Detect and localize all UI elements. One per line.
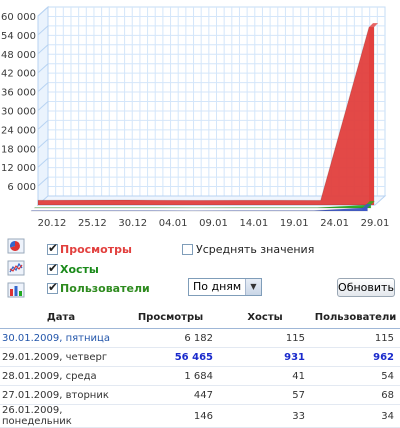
users-label: Пользователи [60,281,150,295]
stats-table: Дата Просмотры Хосты Пользователи 30.01.… [0,306,400,428]
spike-bar [369,27,374,205]
average-checkbox[interactable] [182,243,193,255]
y-tick-mark [37,44,49,55]
y-tick-mark [37,176,49,187]
cell-hosts: 57 [219,385,311,405]
table-row: 28.01.2009, среда 1 684 41 54 [0,366,400,386]
cell-users: 68 [311,385,400,405]
bar-chart-icon[interactable] [7,282,25,298]
cell-views: 146 [122,404,219,428]
hosts-toggle[interactable]: Хосты [47,261,99,276]
hosts-label: Хосты [60,262,99,276]
y-tick-label: 48 000 [1,50,36,61]
spike-top [369,23,378,28]
cell-views: 6 182 [122,328,219,348]
period-select-value: По дням [193,280,242,293]
x-tick-label: 25.12 [78,218,107,229]
col-date[interactable]: Дата [0,306,122,329]
views-label: Просмотры [60,242,132,256]
table-header-row: Дата Просмотры Хосты Пользователи [0,306,400,329]
x-tick-label: 29.01 [361,218,390,229]
views-checkbox[interactable] [47,241,58,255]
cell-users: 962 [311,347,400,367]
views-toggle[interactable]: Просмотры [47,241,132,256]
x-tick-label: 19.01 [280,218,309,229]
average-label: Усреднять значения [196,242,315,256]
y-tick-mark [37,120,49,130]
period-select[interactable]: По дням ▼ [188,278,262,296]
x-tick-label: 20.12 [38,218,67,229]
cell-date[interactable]: 30.01.2009, пятница [0,328,122,348]
y-tick-label: 12 000 [1,163,36,174]
cell-users: 34 [311,404,400,428]
stats-chart: 60 000 54 000 48 000 42 000 36 000 30 000 24 0… [1,5,390,229]
col-views[interactable]: Просмотры [122,306,219,329]
cell-date: 29.01.2009, четверг [0,347,122,367]
cell-date: 28.01.2009, среда [0,366,122,386]
x-tick-label: 04.01 [159,218,188,229]
spike-bar [362,207,368,211]
y-tick-label: 60 000 [1,12,36,23]
x-tick-label: 30.12 [118,218,147,229]
cell-users: 54 [311,366,400,386]
cell-users: 115 [311,328,400,348]
y-tick-mark [37,82,49,92]
cell-hosts: 41 [219,366,311,386]
table-row: 26.01.2009, понедельник 146 33 34 [0,404,400,428]
x-tick-label: 24.01 [320,218,349,229]
x-tick-label: 09.01 [199,218,228,229]
y-tick-mark [37,138,49,149]
y-tick-mark [37,25,49,36]
y-tick-label: 6 000 [7,182,36,193]
table-row[interactable]: 30.01.2009, пятница 6 182 115 115 [0,328,400,348]
col-users[interactable]: Пользователи [311,306,400,329]
users-toggle[interactable]: Пользователи [47,280,150,295]
cell-hosts: 33 [219,404,311,428]
spike-top [362,203,372,208]
y-tick-mark [37,157,49,168]
users-checkbox[interactable] [47,280,58,294]
cell-views: 1 684 [122,366,219,386]
series-hosts [34,204,372,209]
hosts-checkbox[interactable] [47,261,58,275]
pie-chart-icon[interactable] [7,238,25,254]
y-tick-label: 24 000 [1,125,36,136]
y-tick-label: 36 000 [1,88,36,99]
y-tick-label: 42 000 [1,69,36,80]
y-tick-mark [37,101,49,111]
col-hosts[interactable]: Хосты [219,306,311,329]
cell-views: 447 [122,385,219,405]
chevron-down-icon[interactable]: ▼ [245,279,261,295]
x-tick-label: 14.01 [240,218,269,229]
line-chart-icon[interactable] [7,260,25,276]
y-tick-mark [37,6,49,17]
y-tick-label: 30 000 [1,107,36,118]
refresh-button[interactable]: Обновить [337,278,395,297]
average-toggle[interactable]: Усреднять значения [182,242,314,256]
table-row: 27.01.2009, вторник 447 57 68 [0,385,400,405]
table-row: 29.01.2009, четверг 56 465 931 962 [0,347,400,367]
cell-date: 26.01.2009, понедельник [0,404,122,428]
cell-date: 27.01.2009, вторник [0,385,122,405]
y-tick-label: 18 000 [1,144,36,155]
cell-hosts: 931 [219,347,311,367]
y-tick-label: 54 000 [1,31,36,42]
cell-hosts: 115 [219,328,311,348]
cell-views: 56 465 [122,347,219,367]
y-tick-mark [37,63,49,74]
